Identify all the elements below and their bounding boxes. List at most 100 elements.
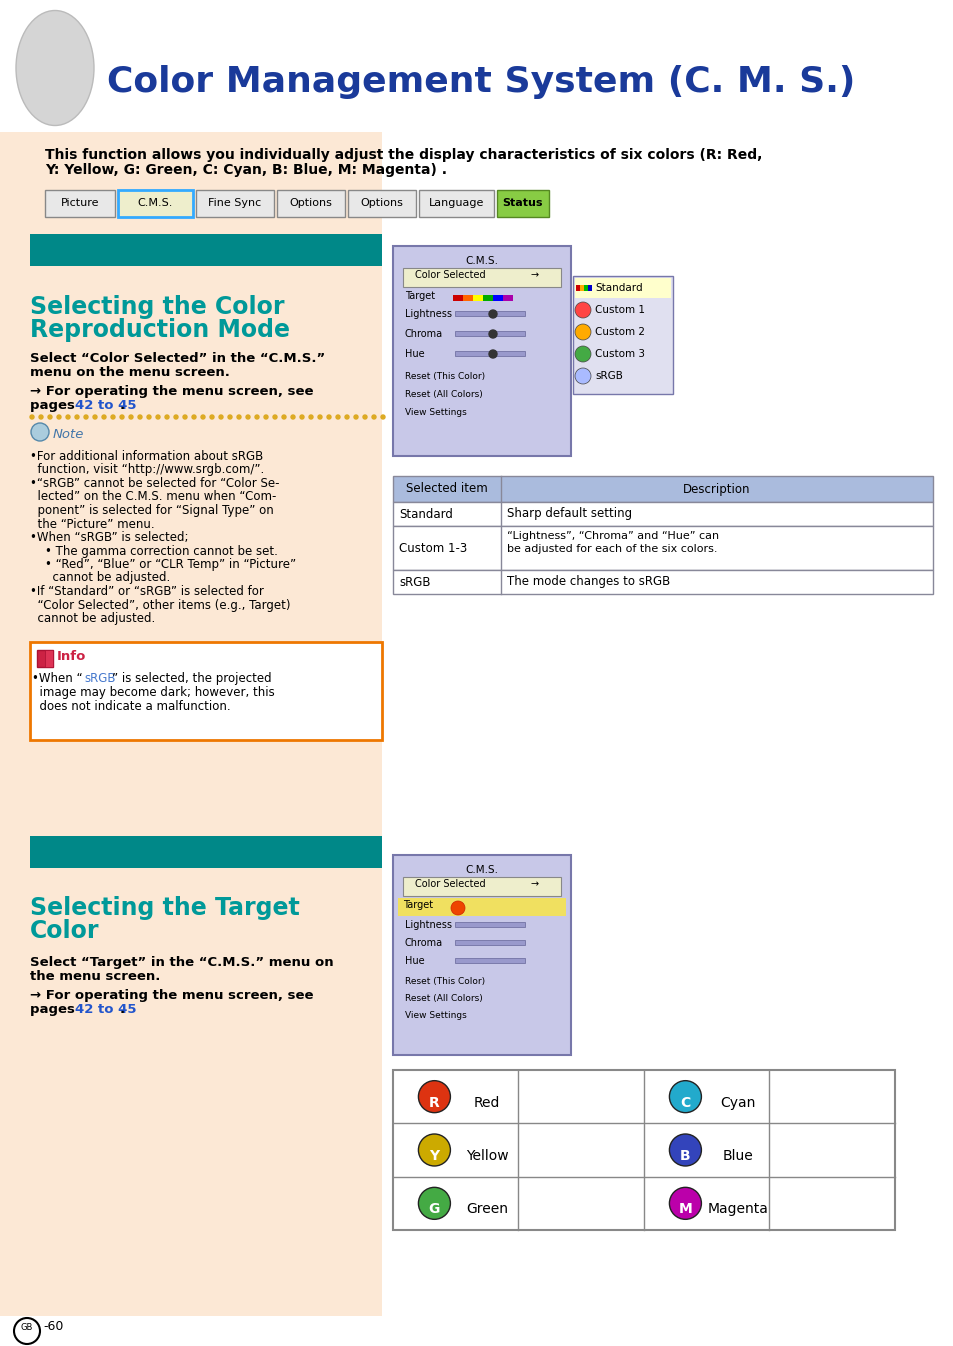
Text: → For operating the menu screen, see: → For operating the menu screen, see bbox=[30, 989, 314, 1001]
Text: pages: pages bbox=[30, 1003, 79, 1016]
Text: Color Selected: Color Selected bbox=[415, 879, 485, 888]
Text: does not indicate a malfunction.: does not indicate a malfunction. bbox=[32, 700, 231, 713]
Text: Reset (All Colors): Reset (All Colors) bbox=[405, 993, 482, 1003]
Text: B: B bbox=[679, 1149, 690, 1163]
Circle shape bbox=[309, 415, 313, 419]
Text: R: R bbox=[429, 1096, 439, 1109]
Text: Target: Target bbox=[405, 291, 435, 302]
Bar bbox=[393, 246, 571, 456]
Text: menu on the menu screen.: menu on the menu screen. bbox=[30, 366, 230, 380]
Text: Description: Description bbox=[682, 482, 750, 495]
Text: C.M.S.: C.M.S. bbox=[137, 198, 173, 209]
Circle shape bbox=[489, 350, 497, 358]
Text: Hue: Hue bbox=[405, 349, 424, 359]
Circle shape bbox=[192, 415, 195, 419]
Bar bbox=[579, 285, 583, 291]
Text: Picture: Picture bbox=[61, 198, 99, 209]
Bar bbox=[393, 502, 932, 526]
Bar bbox=[402, 268, 560, 287]
Text: .: . bbox=[120, 1003, 125, 1016]
Circle shape bbox=[246, 415, 250, 419]
Bar bbox=[393, 476, 932, 502]
Bar bbox=[418, 190, 494, 217]
Text: Lightness: Lightness bbox=[405, 921, 452, 930]
Circle shape bbox=[669, 1133, 700, 1166]
Circle shape bbox=[575, 346, 590, 362]
Circle shape bbox=[282, 415, 286, 419]
Text: Select “Target” in the “C.M.S.” menu on: Select “Target” in the “C.M.S.” menu on bbox=[30, 956, 334, 969]
Circle shape bbox=[489, 330, 497, 338]
Text: Reset (This Color): Reset (This Color) bbox=[405, 371, 485, 381]
Bar bbox=[502, 295, 513, 302]
Ellipse shape bbox=[30, 423, 49, 441]
Circle shape bbox=[173, 415, 178, 419]
Text: the “Picture” menu.: the “Picture” menu. bbox=[30, 517, 154, 530]
Bar bbox=[583, 285, 587, 291]
Text: •If “Standard” or “sRGB” is selected for: •If “Standard” or “sRGB” is selected for bbox=[30, 586, 264, 598]
Bar bbox=[455, 922, 524, 927]
Bar bbox=[393, 526, 932, 569]
Text: Cyan: Cyan bbox=[720, 1096, 755, 1109]
Text: Fine Sync: Fine Sync bbox=[208, 198, 261, 209]
Text: C: C bbox=[679, 1096, 690, 1109]
Circle shape bbox=[129, 415, 132, 419]
Text: sRGB: sRGB bbox=[595, 371, 622, 381]
Text: Custom 1: Custom 1 bbox=[595, 306, 644, 315]
Text: Options: Options bbox=[290, 198, 332, 209]
Text: The mode changes to sRGB: The mode changes to sRGB bbox=[506, 576, 670, 588]
Text: Chroma: Chroma bbox=[405, 328, 442, 339]
Text: 42 to 45: 42 to 45 bbox=[75, 398, 136, 412]
Text: Color: Color bbox=[30, 919, 99, 944]
Circle shape bbox=[156, 415, 160, 419]
Bar bbox=[118, 190, 193, 217]
Text: function, visit “http://www.srgb.com/”.: function, visit “http://www.srgb.com/”. bbox=[30, 463, 264, 476]
Circle shape bbox=[335, 415, 339, 419]
Circle shape bbox=[228, 415, 232, 419]
Circle shape bbox=[39, 415, 43, 419]
Text: Color Management System (C. M. S.): Color Management System (C. M. S.) bbox=[107, 65, 855, 100]
Bar bbox=[462, 295, 473, 302]
Bar bbox=[37, 650, 53, 668]
Bar bbox=[573, 276, 672, 394]
Bar bbox=[576, 285, 579, 291]
Text: cannot be adjusted.: cannot be adjusted. bbox=[30, 572, 170, 584]
Text: View Settings: View Settings bbox=[405, 408, 466, 417]
Text: Custom 1-3: Custom 1-3 bbox=[398, 541, 467, 555]
Text: Selecting the Color: Selecting the Color bbox=[30, 295, 284, 319]
Text: Status: Status bbox=[502, 198, 542, 209]
Text: Language: Language bbox=[428, 198, 484, 209]
Text: Red: Red bbox=[474, 1096, 499, 1109]
Text: “Lightness”, “Chroma” and “Hue” can: “Lightness”, “Chroma” and “Hue” can bbox=[506, 532, 719, 541]
Text: →: → bbox=[531, 879, 538, 888]
Circle shape bbox=[219, 415, 223, 419]
Bar bbox=[30, 642, 381, 740]
Text: -60: -60 bbox=[43, 1320, 63, 1334]
Text: the menu screen.: the menu screen. bbox=[30, 970, 160, 983]
Ellipse shape bbox=[16, 11, 94, 125]
Circle shape bbox=[489, 310, 497, 318]
Circle shape bbox=[418, 1081, 450, 1113]
Bar bbox=[0, 1316, 953, 1346]
Bar bbox=[397, 898, 565, 917]
Text: Note: Note bbox=[53, 428, 84, 441]
Text: Hue: Hue bbox=[405, 956, 424, 966]
Text: Selected item: Selected item bbox=[406, 482, 487, 495]
Bar bbox=[455, 311, 524, 316]
Circle shape bbox=[327, 415, 331, 419]
Text: 42 to 45: 42 to 45 bbox=[75, 1003, 136, 1016]
Circle shape bbox=[299, 415, 304, 419]
Circle shape bbox=[575, 324, 590, 341]
Text: be adjusted for each of the six colors.: be adjusted for each of the six colors. bbox=[506, 544, 717, 555]
Text: Options: Options bbox=[360, 198, 403, 209]
Text: R: R bbox=[455, 905, 460, 913]
Text: ” is selected, the projected: ” is selected, the projected bbox=[112, 672, 272, 685]
Text: Standard: Standard bbox=[398, 507, 453, 521]
Bar bbox=[402, 878, 560, 896]
Circle shape bbox=[363, 415, 367, 419]
Bar bbox=[30, 234, 381, 267]
Text: ponent” is selected for “Signal Type” on: ponent” is selected for “Signal Type” on bbox=[30, 503, 274, 517]
Text: Color Selected: Color Selected bbox=[415, 271, 485, 280]
Text: •“sRGB” cannot be selected for “Color Se-: •“sRGB” cannot be selected for “Color Se… bbox=[30, 476, 279, 490]
Bar bbox=[455, 958, 524, 962]
Text: Green: Green bbox=[466, 1202, 508, 1217]
